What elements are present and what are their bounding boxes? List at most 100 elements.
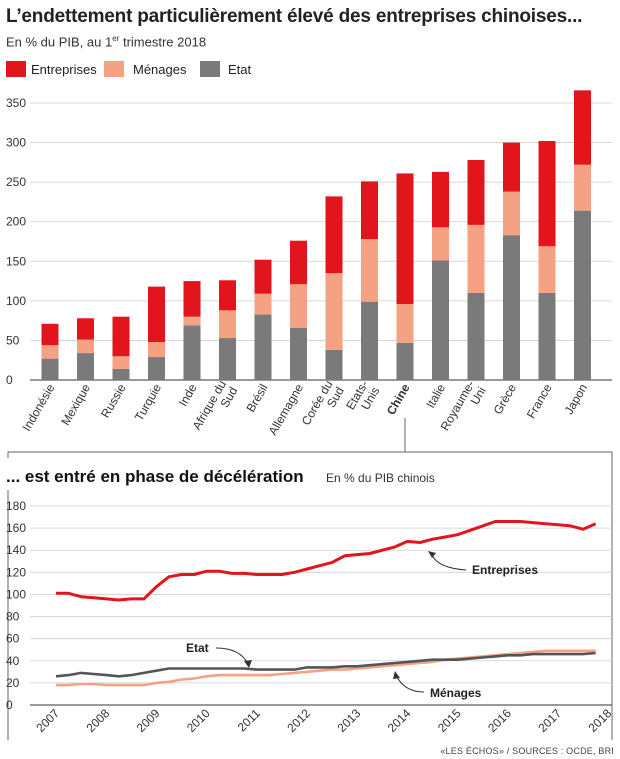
annotation-arrowhead <box>244 660 252 668</box>
bar-segment <box>574 210 591 380</box>
x-year-label: 2008 <box>84 706 113 735</box>
bar-segment <box>77 318 94 340</box>
x-category-label: Italie <box>423 381 448 410</box>
legend-swatch <box>6 61 26 77</box>
bar-segment <box>112 356 130 369</box>
x-year-label: 2010 <box>184 706 213 735</box>
bar-segment <box>77 353 94 380</box>
bar-segment <box>432 227 449 261</box>
x-category-label: Allemagne <box>266 381 307 437</box>
bar-segment <box>396 342 414 380</box>
bar-segment <box>361 181 378 240</box>
bar-segment <box>112 316 130 357</box>
y-tick-label: 80 <box>6 610 20 624</box>
bar-segment <box>290 240 307 285</box>
subtitle-main: En % du PIB, au 1 <box>6 34 113 50</box>
x-category-label-line: Italie <box>423 381 448 410</box>
bar-segment <box>503 235 520 380</box>
section-subtitle: En % du PIB chinois <box>326 471 435 485</box>
x-category-label-line: Japon <box>562 382 590 417</box>
bar-segment <box>325 273 343 350</box>
legend-swatch <box>200 61 220 77</box>
y-tick-label: 20 <box>6 676 20 690</box>
y-tick-label: 200 <box>6 215 26 229</box>
bar-segment <box>361 301 378 380</box>
bar-segment <box>503 191 520 236</box>
chart-title: L’endettement particulièrement élevé des… <box>6 6 583 27</box>
y-tick-label: 100 <box>6 587 26 601</box>
x-category-label-line: Allemagne <box>266 381 307 437</box>
bar-segment <box>325 196 343 274</box>
y-tick-label: 40 <box>6 654 20 668</box>
bar-segment <box>538 140 556 247</box>
x-category-label: Russie <box>98 381 129 420</box>
x-category-label: Brésil <box>243 382 270 415</box>
x-year-label: 2011 <box>235 706 263 734</box>
bar-segment <box>538 292 556 380</box>
y-tick-label: 100 <box>6 294 26 308</box>
bar-segment <box>41 345 59 359</box>
legend-label: Etat <box>228 62 252 77</box>
annotation-arrowhead <box>393 671 400 679</box>
x-year-label: 2016 <box>485 706 514 735</box>
highlight-connector <box>404 418 613 740</box>
subtitle-end: trimestre 2018 <box>119 34 207 50</box>
x-year-label: 2009 <box>134 706 163 735</box>
x-year-label: 2018 <box>586 706 615 735</box>
x-category-label: Inde <box>176 381 200 409</box>
x-year-label: 2014 <box>385 706 414 735</box>
x-year-label: 2007 <box>33 706 62 735</box>
x-category-label-line: Chine <box>384 381 413 417</box>
bar-segment <box>41 358 59 380</box>
bar-segment <box>148 286 165 343</box>
x-category-label-line: Brésil <box>243 382 270 415</box>
bar-segment <box>538 246 556 293</box>
y-tick-label: 160 <box>6 521 26 535</box>
bar-segment <box>148 357 165 380</box>
x-year-label: 2015 <box>435 706 464 735</box>
bar-segment <box>254 293 272 315</box>
x-category-label-line: Grèce <box>491 381 520 417</box>
bar-segment <box>254 259 272 294</box>
x-category-label-line: France <box>524 381 555 421</box>
series-line <box>56 520 597 602</box>
bar-segment <box>219 310 236 339</box>
bar-segment <box>361 239 378 302</box>
x-category-label-line: Turquie <box>132 381 164 423</box>
legend-label: Entreprises <box>31 62 97 77</box>
annotation-leader <box>215 647 249 665</box>
y-tick-label: 150 <box>6 254 26 268</box>
annotation-leader <box>395 674 425 693</box>
bar-segment <box>219 338 236 380</box>
bar-segment <box>183 325 201 380</box>
x-category-label: Chine <box>384 381 413 417</box>
x-category-label: Mexique <box>58 381 93 428</box>
y-tick-label: 140 <box>6 543 26 557</box>
y-tick-label: 50 <box>6 333 20 347</box>
bar-segment <box>396 173 414 305</box>
bar-segment <box>290 284 307 328</box>
bar-segment <box>467 292 485 380</box>
chart-subtitle: En % du PIB, au 1er trimestre 2018 <box>6 34 206 49</box>
bar-segment <box>183 316 201 326</box>
bar-segment <box>183 281 201 317</box>
x-category-label: Turquie <box>132 381 164 423</box>
x-year-label: 2013 <box>335 706 364 735</box>
subtitle-sup: er <box>112 34 120 43</box>
bar-segment <box>574 90 591 165</box>
y-tick-label: 350 <box>6 96 26 110</box>
x-category-label: Japon <box>562 382 590 417</box>
source-credit: «LES ÉCHOS» / SOURCES : OCDE, BRI <box>440 746 614 756</box>
x-category-label: Grèce <box>491 381 520 417</box>
x-category-label: Indonésie <box>19 381 57 433</box>
section-title-bg <box>3 458 333 490</box>
x-category-label: France <box>524 381 555 421</box>
legend-label: Ménages <box>133 62 187 77</box>
y-tick-label: 300 <box>6 136 26 150</box>
bar-segment <box>396 304 414 343</box>
section-title: ... est entré en phase de décélération <box>6 467 304 486</box>
bar-segment <box>148 342 165 358</box>
bar-segment <box>112 368 130 380</box>
highlight-frame <box>7 451 405 740</box>
annotation-leader <box>431 554 467 571</box>
